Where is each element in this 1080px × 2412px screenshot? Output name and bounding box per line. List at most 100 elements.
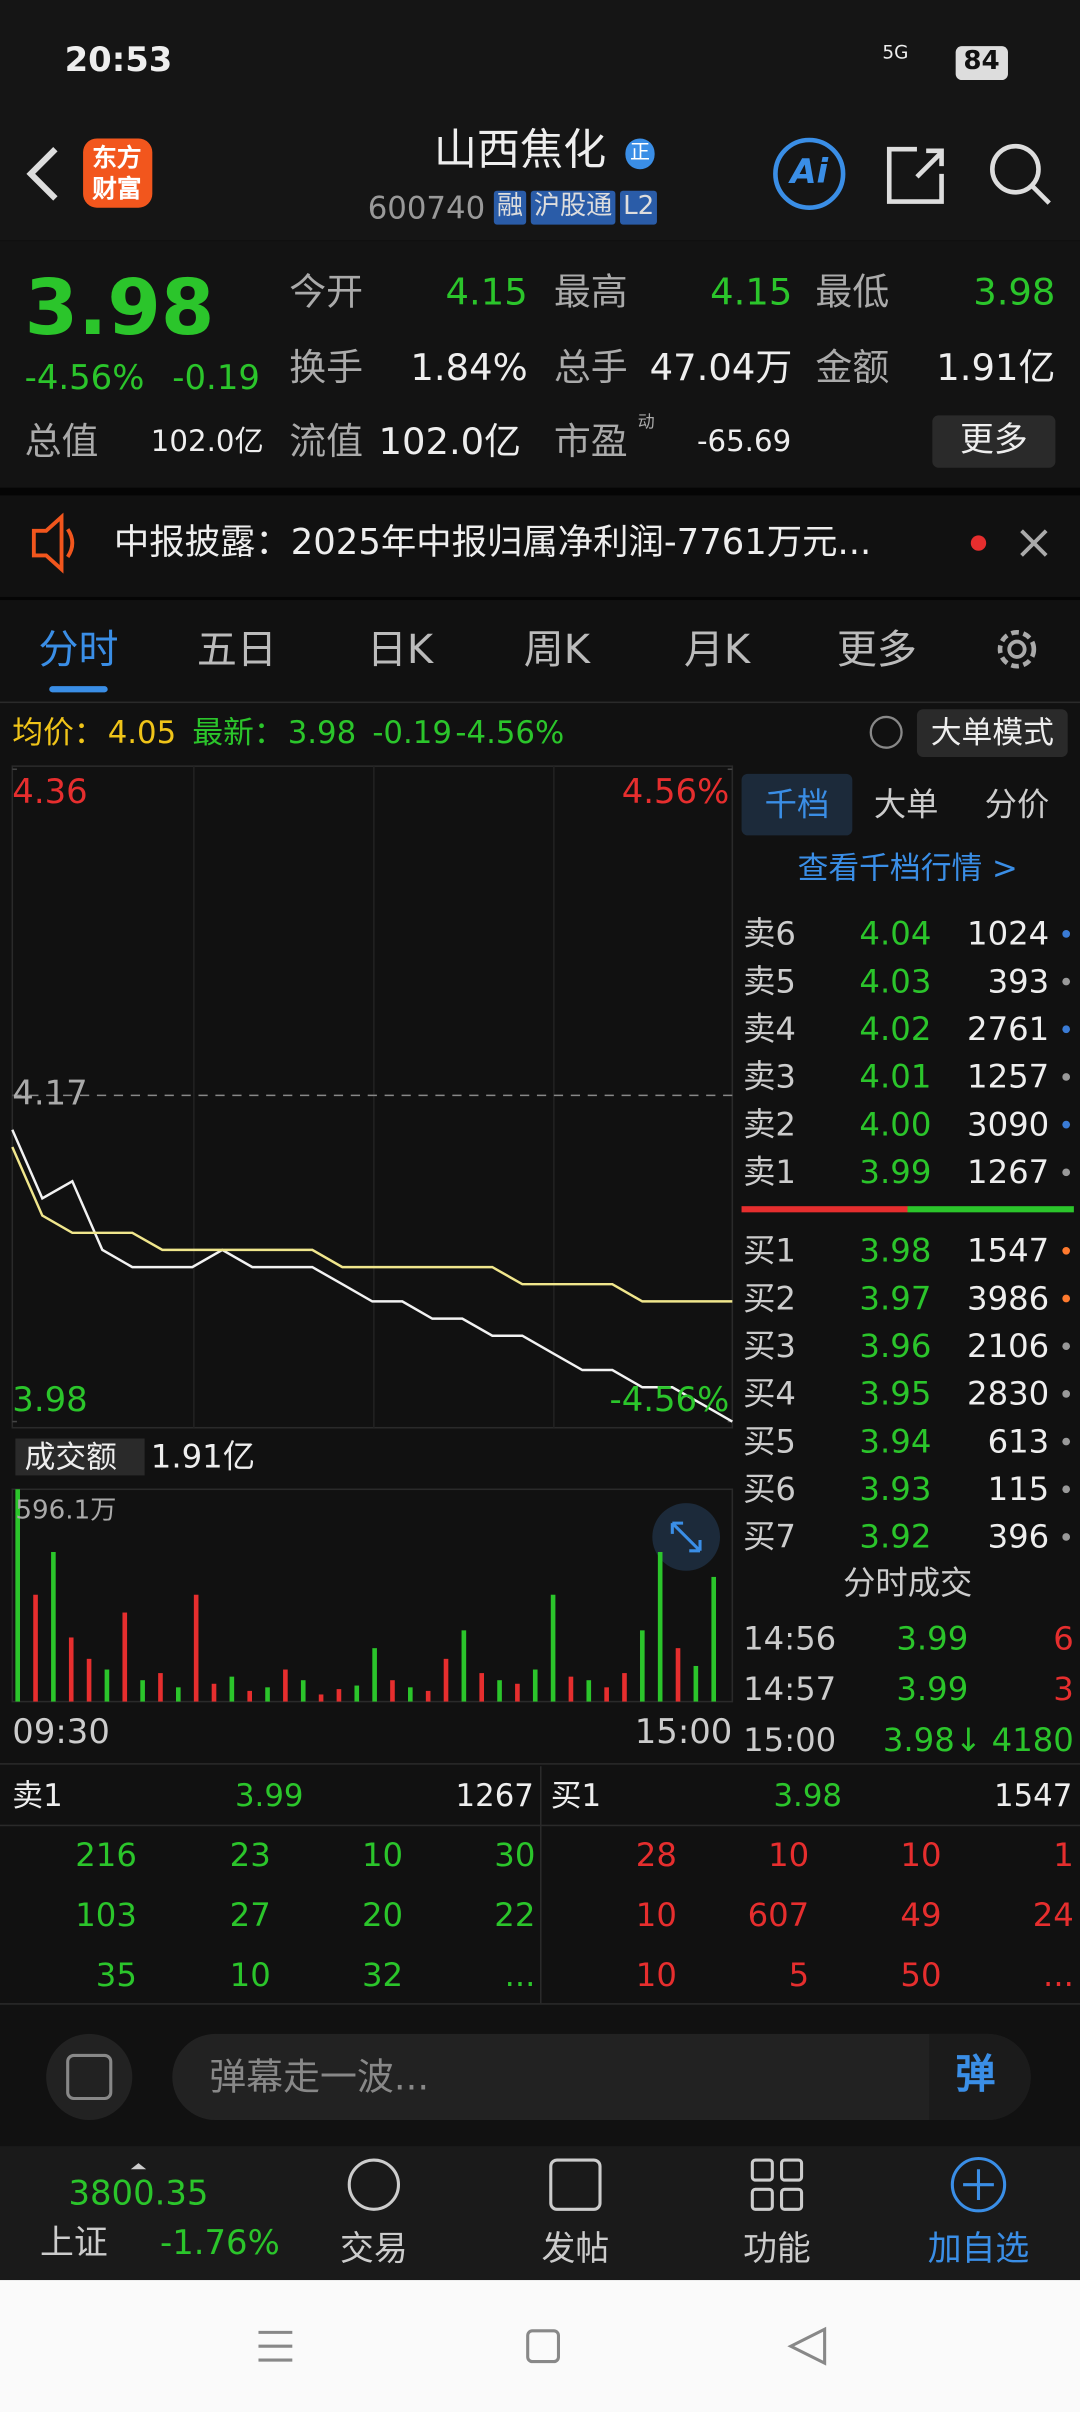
order-tab[interactable]: 分价 (984, 786, 1050, 824)
trade-volume: 6 (1053, 1619, 1074, 1657)
order-link[interactable]: 查看千档行情 > (797, 848, 1018, 886)
settings-icon[interactable] (997, 630, 1037, 669)
panel-line (0, 1763, 1080, 1765)
volume-bar (336, 1689, 342, 1702)
order-volume: 1024 (967, 915, 1050, 953)
ai-icon[interactable] (773, 137, 846, 211)
trades-title[interactable]: 分时成交 (843, 1564, 973, 1602)
close-icon[interactable] (1020, 529, 1048, 557)
volume-bar (604, 1687, 609, 1702)
order-label: 卖2 (743, 1106, 796, 1144)
volume-bar (657, 1551, 663, 1702)
order-tab[interactable]: 千档 (764, 786, 830, 824)
field-badge: 动 (637, 412, 655, 433)
stock-tag: 沪股通 (530, 191, 616, 224)
nav-item[interactable]: 加自选 (927, 2231, 1030, 2270)
logo[interactable] (83, 138, 153, 208)
order-label: 卖4 (743, 1010, 796, 1048)
period-tab[interactable]: 日K (366, 627, 434, 674)
order-dot (1062, 1342, 1071, 1351)
expand-arrow (130, 2163, 147, 2170)
stock-tag: L2 (620, 191, 658, 224)
trade-price: 3.99 (896, 1670, 969, 1708)
period-tab[interactable]: 更多 (836, 627, 917, 674)
volume-label[interactable]: 成交额 (15, 1437, 145, 1477)
volume-bar (122, 1612, 128, 1702)
chart-summary: -0.19 (372, 713, 452, 751)
notice-text[interactable]: 中报披露：2025年中报归属净利润-7761万元... (113, 522, 872, 563)
volume-bar (158, 1673, 163, 1702)
comment-input[interactable] (172, 2033, 1031, 2121)
period-tab[interactable]: 月K (683, 627, 751, 674)
bottom-nav-bg (0, 2146, 1080, 2281)
period-tab[interactable]: 周K (523, 627, 591, 674)
volume-bar (265, 1687, 270, 1702)
field-value: 102.0亿 (378, 420, 522, 464)
order-divider (741, 1206, 1074, 1213)
more-label[interactable]: 更多 (960, 422, 1028, 461)
back-key[interactable] (787, 2326, 827, 2366)
order-label: 买4 (743, 1375, 796, 1413)
queue-order: 22 (494, 1896, 536, 1934)
index-pct[interactable]: -1.76% (160, 2225, 280, 2264)
order-tab[interactable]: 大单 (873, 786, 939, 824)
search-icon[interactable] (990, 143, 1041, 195)
volume-bar (497, 1680, 502, 1702)
volume-bar (586, 1680, 592, 1702)
order-volume: 1547 (967, 1232, 1050, 1270)
order-volume: 1257 (967, 1058, 1050, 1096)
nav-item[interactable]: 交易 (339, 2231, 408, 2270)
comment-placeholder[interactable]: 弹幕走一波... (209, 2055, 430, 2099)
function-icon (750, 2187, 774, 2211)
nav-item[interactable]: 发帖 (541, 2231, 610, 2270)
period-tab[interactable]: 分时 (38, 627, 119, 674)
menu-key[interactable] (258, 2330, 293, 2362)
order-dot (1062, 1294, 1071, 1303)
queue-order: 10 (635, 1896, 677, 1934)
volume-bar (193, 1594, 199, 1702)
danmu-button[interactable] (929, 2033, 1031, 2121)
comment-icon[interactable] (46, 2033, 133, 2121)
index-name[interactable]: 上证 (40, 2225, 108, 2264)
x-label: 15:00 (634, 1714, 733, 1753)
separator (0, 596, 1080, 601)
change-pct: -4.56% (24, 360, 145, 400)
comment-icon-glyph (66, 2053, 113, 2101)
home-key[interactable] (526, 2329, 561, 2364)
field-value: 1.84% (410, 346, 528, 390)
trade-time: 15:00 (743, 1721, 837, 1759)
order-price: 3.97 (859, 1279, 932, 1317)
back-icon[interactable] (26, 147, 58, 201)
nav-item[interactable]: 功能 (743, 2231, 811, 2270)
battery: 84 (955, 46, 1008, 80)
more-button[interactable] (932, 415, 1056, 468)
index-value[interactable]: 3800.35 (68, 2175, 209, 2215)
panel-line (540, 1766, 542, 2004)
mode-button[interactable] (916, 709, 1068, 757)
y2-tick-label: 4.56% (621, 774, 730, 813)
period-tab[interactable]: 五日 (196, 627, 277, 674)
last-price: 3.98 (24, 263, 215, 353)
queue-order: 24 (1032, 1896, 1074, 1934)
watchlist-icon (963, 2169, 994, 2201)
order-label: 买1 (743, 1232, 796, 1270)
trade-time: 14:57 (743, 1670, 837, 1708)
order-tab-active[interactable] (741, 773, 853, 836)
mode-label[interactable]: 大单模式 (930, 713, 1054, 751)
help-icon[interactable] (869, 715, 903, 749)
danmu-label[interactable]: 弹 (955, 2052, 996, 2099)
chart-summary: 4.05 (107, 713, 177, 751)
volume-bar (550, 1594, 556, 1702)
share-icon[interactable] (886, 146, 944, 204)
y-tick-label: 4.17 (12, 1075, 88, 1115)
chart-frame (11, 765, 734, 1429)
queue-order: 216 (75, 1836, 137, 1874)
function-icon (750, 2158, 774, 2182)
speaker-icon (31, 512, 75, 574)
settings-icon (1007, 639, 1027, 659)
order-price: 3.99 (859, 1153, 932, 1191)
ai-label[interactable]: Ai (790, 154, 829, 193)
queue-order: 20 (361, 1896, 404, 1934)
